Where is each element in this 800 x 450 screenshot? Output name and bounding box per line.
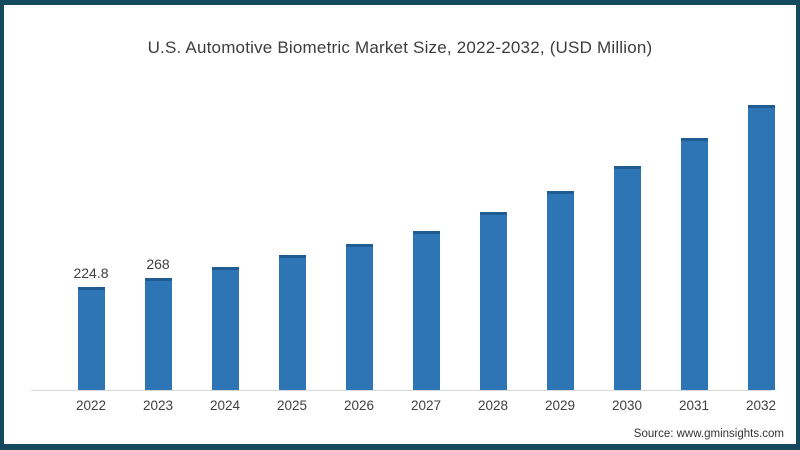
x-tick-2029: 2029 bbox=[544, 398, 576, 413]
x-tick-2031: 2031 bbox=[678, 398, 710, 413]
x-tick-2026: 2026 bbox=[343, 398, 375, 413]
value-label-2023: 268 bbox=[146, 256, 170, 272]
x-tick-2032: 2032 bbox=[745, 398, 777, 413]
value-label-2022: 224.8 bbox=[73, 265, 109, 281]
bar-2030 bbox=[613, 166, 641, 390]
source-attribution: Source: www.gminsights.com bbox=[633, 428, 784, 440]
bar-2028 bbox=[479, 212, 507, 390]
bar-2022 bbox=[77, 287, 105, 390]
bar-2026 bbox=[345, 244, 373, 390]
bar-2029 bbox=[546, 191, 574, 390]
x-tick-2022: 2022 bbox=[75, 398, 107, 413]
x-tick-2030: 2030 bbox=[611, 398, 643, 413]
bar-2025 bbox=[278, 255, 306, 390]
bar-2032 bbox=[747, 105, 775, 390]
bar-2023 bbox=[144, 278, 172, 390]
bar-2027 bbox=[412, 231, 440, 390]
bar-2024 bbox=[211, 267, 239, 390]
chart-title: U.S. Automotive Biometric Market Size, 2… bbox=[147, 38, 653, 57]
bar-2031 bbox=[680, 138, 708, 390]
x-tick-2024: 2024 bbox=[209, 398, 241, 413]
x-tick-2023: 2023 bbox=[142, 398, 174, 413]
x-tick-2027: 2027 bbox=[410, 398, 442, 413]
x-tick-2025: 2025 bbox=[276, 398, 308, 413]
plot-area: 224.8 268 bbox=[31, 5, 775, 391]
x-tick-2028: 2028 bbox=[477, 398, 509, 413]
